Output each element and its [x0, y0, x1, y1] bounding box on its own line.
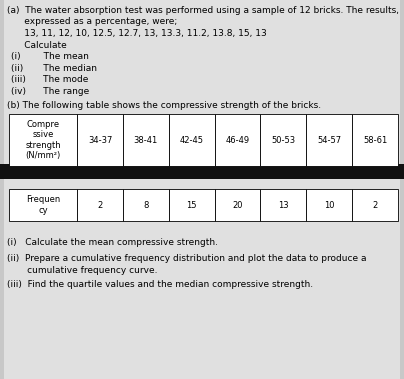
Text: 42-45: 42-45 [180, 136, 204, 145]
Text: (iii)      The mode: (iii) The mode [11, 75, 88, 84]
Text: (b) The following table shows the compressive strength of the bricks.: (b) The following table shows the compre… [7, 102, 321, 110]
Text: expressed as a percentage, were;: expressed as a percentage, were; [7, 17, 177, 27]
Text: Compre
ssive
strength
(N/mm²): Compre ssive strength (N/mm²) [25, 120, 61, 160]
Text: 20: 20 [232, 200, 243, 210]
Bar [169, 114, 215, 166]
Text: 15: 15 [186, 200, 197, 210]
Text: cumulative frequency curve.: cumulative frequency curve. [7, 266, 158, 275]
Bar [123, 189, 169, 221]
Text: 34-37: 34-37 [88, 136, 112, 145]
Text: Frequen
cy: Frequen cy [26, 195, 60, 215]
Bar [0, 164, 404, 179]
Text: 2: 2 [97, 200, 103, 210]
Text: (i)   Calculate the mean compressive strength.: (i) Calculate the mean compressive stren… [7, 238, 218, 247]
Text: (iv)      The range: (iv) The range [11, 86, 89, 96]
Bar [9, 114, 77, 166]
Text: 50-53: 50-53 [271, 136, 295, 145]
Bar [9, 189, 77, 221]
Text: 54-57: 54-57 [317, 136, 341, 145]
Bar [215, 114, 261, 166]
Text: 58-61: 58-61 [363, 136, 387, 145]
Bar [77, 114, 123, 166]
Bar [215, 189, 261, 221]
Bar [352, 189, 398, 221]
Text: 38-41: 38-41 [134, 136, 158, 145]
Bar [169, 189, 215, 221]
Bar [261, 189, 306, 221]
Text: 13: 13 [278, 200, 289, 210]
Bar [306, 114, 352, 166]
Text: (ii)  Prepare a cumulative frequency distribution and plot the data to produce a: (ii) Prepare a cumulative frequency dist… [7, 254, 366, 263]
Bar [123, 114, 169, 166]
Text: Calculate: Calculate [7, 41, 67, 50]
Text: 8: 8 [143, 200, 149, 210]
Text: 2: 2 [372, 200, 378, 210]
Text: (a)  The water absorption test was performed using a sample of 12 bricks. The re: (a) The water absorption test was perfor… [7, 6, 399, 15]
Bar [352, 114, 398, 166]
Bar [306, 189, 352, 221]
Text: (iii)  Find the quartile values and the median compressive strength.: (iii) Find the quartile values and the m… [7, 280, 313, 289]
Text: 10: 10 [324, 200, 335, 210]
Bar [77, 189, 123, 221]
Text: 13, 11, 12, 10, 12.5, 12.7, 13, 13.3, 11.2, 13.8, 15, 13: 13, 11, 12, 10, 12.5, 12.7, 13, 13.3, 11… [7, 29, 267, 38]
Text: (i)        The mean: (i) The mean [11, 52, 89, 61]
Text: 46-49: 46-49 [225, 136, 250, 145]
Text: (ii)       The median: (ii) The median [11, 64, 97, 72]
Bar [4, 179, 400, 379]
Bar [4, 0, 400, 164]
Bar [261, 114, 306, 166]
